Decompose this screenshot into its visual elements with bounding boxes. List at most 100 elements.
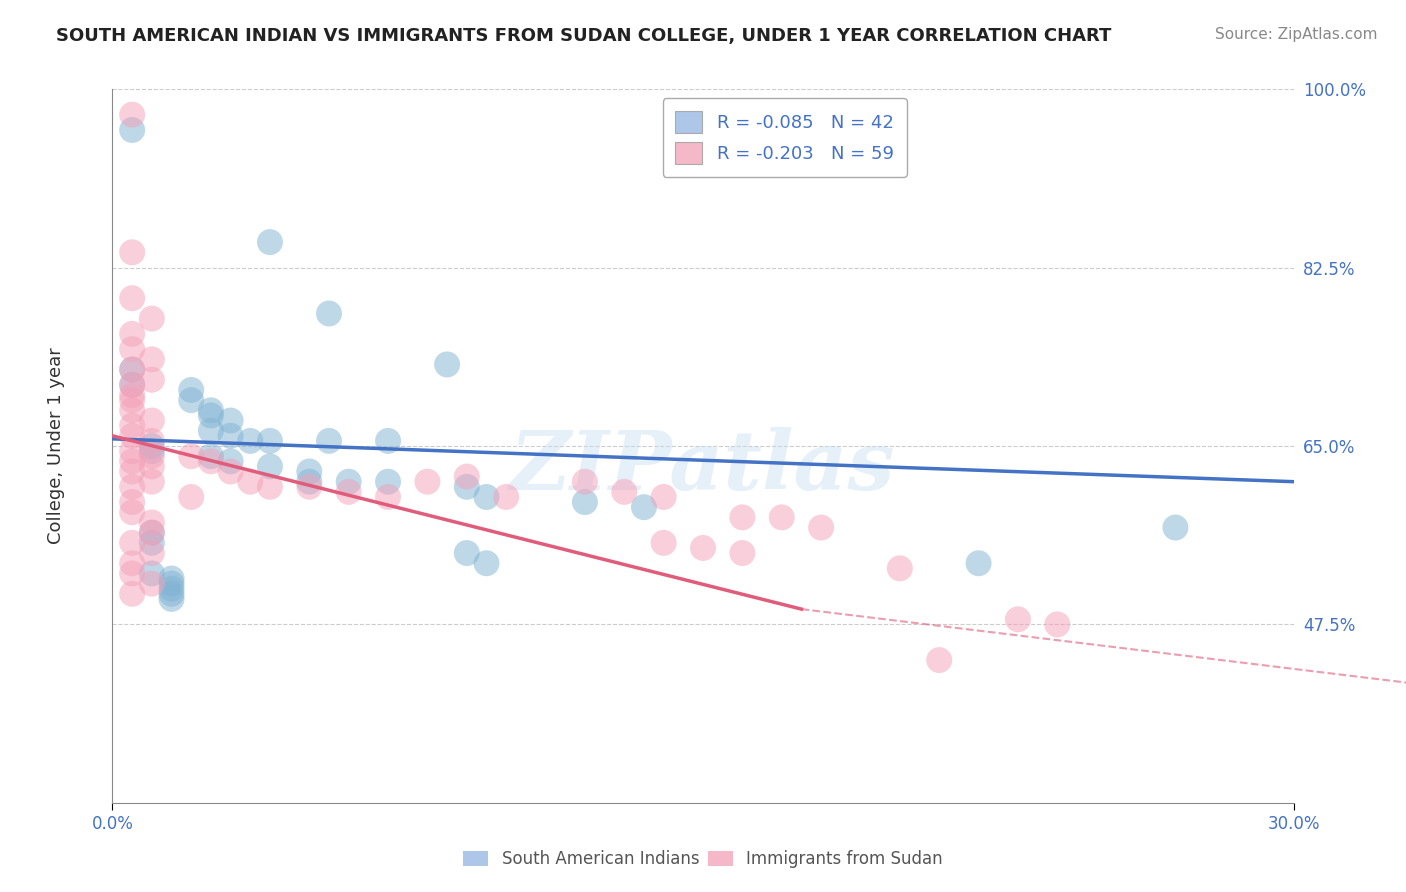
- Point: [219, 454, 242, 468]
- Point: [318, 434, 340, 448]
- Point: [121, 123, 143, 137]
- Point: [121, 362, 143, 376]
- Point: [121, 326, 143, 341]
- Point: [239, 475, 262, 489]
- Point: [141, 311, 163, 326]
- Point: [219, 465, 242, 479]
- Point: [121, 465, 143, 479]
- Point: [141, 434, 163, 448]
- Point: [200, 454, 222, 468]
- Point: [141, 576, 163, 591]
- Point: [259, 480, 281, 494]
- Point: [121, 495, 143, 509]
- Point: [121, 480, 143, 494]
- Point: [259, 235, 281, 249]
- Point: [1007, 612, 1029, 626]
- Point: [141, 516, 163, 530]
- Point: [121, 291, 143, 305]
- Point: [298, 480, 321, 494]
- Point: [416, 475, 439, 489]
- Point: [121, 556, 143, 570]
- Text: ZIPatlas: ZIPatlas: [510, 427, 896, 508]
- Point: [141, 459, 163, 474]
- Point: [770, 510, 793, 524]
- Point: [298, 475, 321, 489]
- Point: [1164, 520, 1187, 534]
- Text: College, Under 1 year: College, Under 1 year: [48, 348, 65, 544]
- Point: [574, 475, 596, 489]
- Point: [731, 546, 754, 560]
- Point: [121, 362, 143, 376]
- Point: [121, 536, 143, 550]
- Point: [141, 449, 163, 463]
- Point: [475, 490, 498, 504]
- Point: [377, 475, 399, 489]
- Point: [160, 587, 183, 601]
- Point: [219, 413, 242, 427]
- Point: [141, 546, 163, 560]
- Legend: R = -0.085   N = 42, R = -0.203   N = 59: R = -0.085 N = 42, R = -0.203 N = 59: [662, 98, 907, 177]
- Point: [337, 475, 360, 489]
- Point: [141, 475, 163, 489]
- Point: [141, 566, 163, 581]
- Point: [928, 653, 950, 667]
- Point: [298, 465, 321, 479]
- Point: [121, 108, 143, 122]
- Point: [436, 358, 458, 372]
- Point: [456, 546, 478, 560]
- Point: [160, 572, 183, 586]
- Point: [121, 377, 143, 392]
- Point: [141, 413, 163, 427]
- Point: [121, 444, 143, 458]
- Point: [967, 556, 990, 570]
- Point: [121, 505, 143, 519]
- Point: [337, 484, 360, 499]
- Point: [456, 469, 478, 483]
- Point: [121, 403, 143, 417]
- Point: [121, 393, 143, 408]
- Point: [141, 525, 163, 540]
- Point: [160, 591, 183, 606]
- Point: [456, 480, 478, 494]
- Point: [180, 490, 202, 504]
- Point: [121, 587, 143, 601]
- Point: [121, 454, 143, 468]
- Text: SOUTH AMERICAN INDIAN VS IMMIGRANTS FROM SUDAN COLLEGE, UNDER 1 YEAR CORRELATION: SOUTH AMERICAN INDIAN VS IMMIGRANTS FROM…: [56, 27, 1112, 45]
- Point: [377, 434, 399, 448]
- Point: [377, 490, 399, 504]
- Point: [475, 556, 498, 570]
- Text: Source: ZipAtlas.com: Source: ZipAtlas.com: [1215, 27, 1378, 42]
- Point: [200, 403, 222, 417]
- Point: [613, 484, 636, 499]
- Point: [318, 306, 340, 320]
- Point: [239, 434, 262, 448]
- Point: [160, 582, 183, 596]
- Point: [219, 429, 242, 443]
- Point: [633, 500, 655, 515]
- Point: [259, 434, 281, 448]
- Point: [121, 566, 143, 581]
- Point: [141, 444, 163, 458]
- Point: [731, 510, 754, 524]
- Point: [180, 393, 202, 408]
- Point: [121, 418, 143, 433]
- Point: [652, 490, 675, 504]
- Point: [495, 490, 517, 504]
- Point: [259, 459, 281, 474]
- Point: [121, 429, 143, 443]
- Point: [121, 245, 143, 260]
- Point: [889, 561, 911, 575]
- Point: [141, 439, 163, 453]
- Point: [121, 388, 143, 402]
- Legend: South American Indians, Immigrants from Sudan: South American Indians, Immigrants from …: [457, 844, 949, 875]
- Point: [121, 377, 143, 392]
- Point: [141, 352, 163, 367]
- Point: [810, 520, 832, 534]
- Point: [574, 495, 596, 509]
- Point: [200, 409, 222, 423]
- Point: [180, 449, 202, 463]
- Point: [141, 525, 163, 540]
- Point: [200, 449, 222, 463]
- Point: [141, 536, 163, 550]
- Point: [652, 536, 675, 550]
